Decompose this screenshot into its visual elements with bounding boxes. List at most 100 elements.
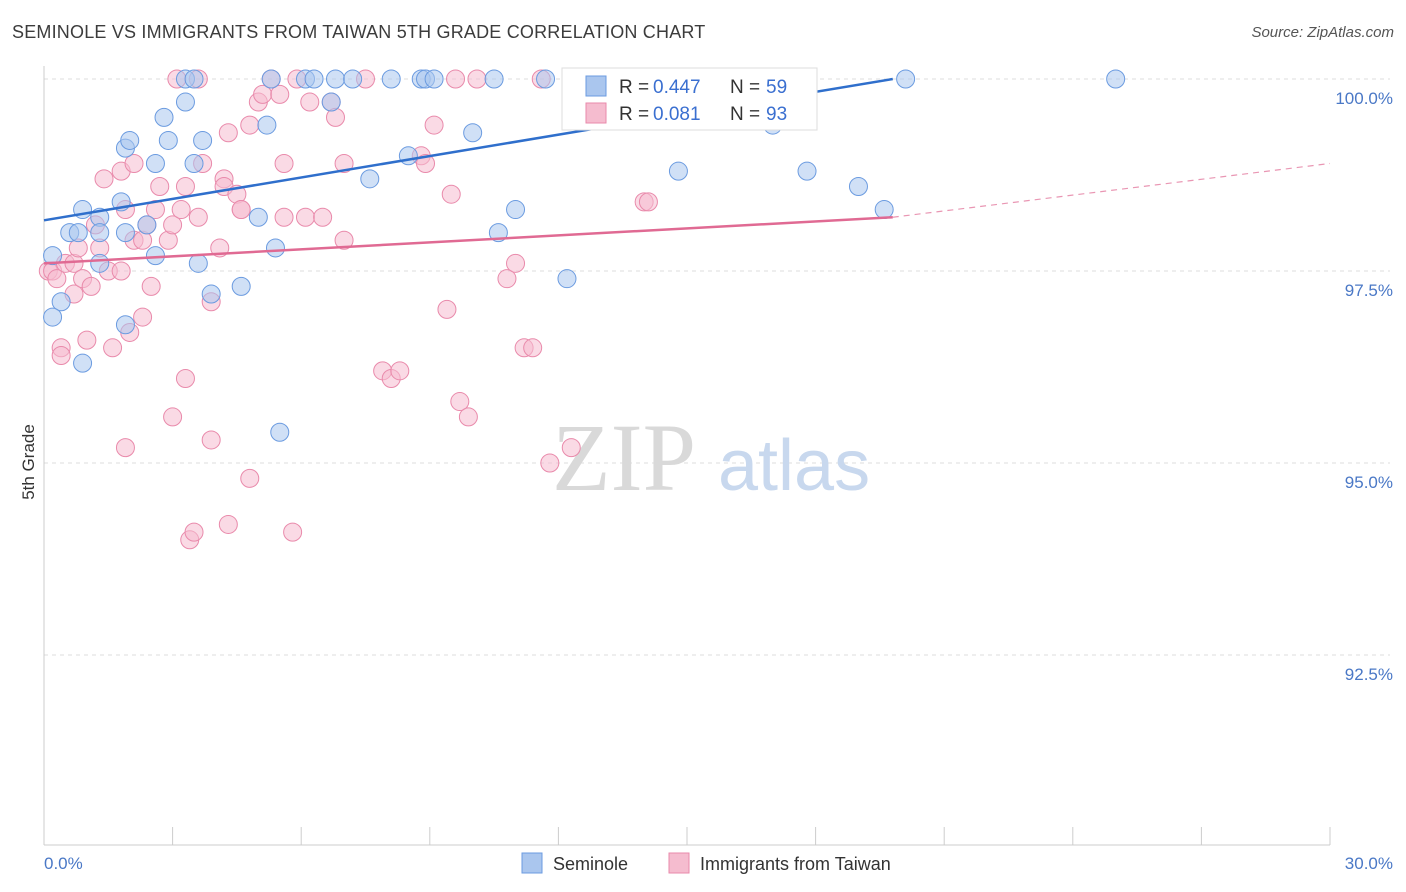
data-point-taiwan xyxy=(81,276,101,296)
y-axis-label: 5th Grade xyxy=(19,424,38,500)
data-point-taiwan xyxy=(218,514,238,534)
bottom-legend-label-seminole: Seminole xyxy=(553,854,628,874)
data-point-taiwan xyxy=(175,369,195,389)
data-point-taiwan xyxy=(141,276,161,296)
data-point-seminole xyxy=(360,169,380,189)
data-point-seminole xyxy=(668,161,688,181)
data-point-taiwan xyxy=(218,123,238,143)
data-point-taiwan xyxy=(163,407,183,427)
data-point-taiwan xyxy=(424,115,444,135)
data-point-seminole xyxy=(137,215,157,235)
data-point-taiwan xyxy=(561,438,581,458)
legend-swatch-seminole xyxy=(585,75,607,97)
y-tick-label: 95.0% xyxy=(1345,473,1393,492)
data-point-taiwan xyxy=(103,338,123,358)
legend-r-value-seminole: 0.447 xyxy=(653,77,701,98)
data-point-taiwan xyxy=(184,522,204,542)
data-point-seminole xyxy=(158,130,178,150)
data-point-seminole xyxy=(398,146,418,166)
data-point-seminole xyxy=(120,130,140,150)
data-point-seminole xyxy=(68,223,88,243)
data-point-taiwan xyxy=(283,522,303,542)
data-point-seminole xyxy=(463,123,483,143)
data-point-seminole xyxy=(325,69,345,89)
data-point-seminole xyxy=(90,223,110,243)
y-tick-label: 100.0% xyxy=(1335,89,1393,108)
data-point-taiwan xyxy=(638,192,658,212)
data-point-seminole xyxy=(261,69,281,89)
data-point-taiwan xyxy=(437,299,457,319)
data-point-taiwan xyxy=(450,392,470,412)
data-point-taiwan xyxy=(163,215,183,235)
data-point-seminole xyxy=(874,200,894,220)
data-point-seminole xyxy=(896,69,916,89)
legend-n-label-seminole: N = xyxy=(730,77,760,98)
y-tick-labels: 100.0% 97.5% 95.0% 92.5% xyxy=(1335,89,1393,684)
data-point-seminole xyxy=(43,246,63,266)
data-point-seminole xyxy=(381,69,401,89)
data-point-taiwan xyxy=(175,177,195,197)
data-point-taiwan xyxy=(441,184,461,204)
legend-r-value-taiwan: 0.081 xyxy=(653,104,701,125)
trend-line-taiwan xyxy=(43,215,893,265)
data-point-seminole xyxy=(557,269,577,289)
legend-n-value-taiwan: 93 xyxy=(766,104,787,125)
data-point-taiwan xyxy=(334,230,354,250)
bottom-legend-label-taiwan: Immigrants from Taiwan xyxy=(700,854,891,874)
data-point-taiwan xyxy=(390,361,410,381)
data-point-seminole xyxy=(257,115,277,135)
data-point-taiwan xyxy=(111,261,131,281)
data-point-seminole xyxy=(115,223,135,243)
data-point-seminole xyxy=(270,422,290,442)
data-point-seminole xyxy=(488,223,508,243)
data-point-seminole xyxy=(321,92,341,112)
x-tick-label-min: 0.0% xyxy=(44,854,83,873)
data-point-seminole xyxy=(51,292,71,312)
data-point-seminole xyxy=(304,69,324,89)
data-point-taiwan xyxy=(506,253,526,273)
watermark-atlas: atlas xyxy=(718,426,870,506)
data-point-taiwan xyxy=(270,84,290,104)
data-point-taiwan xyxy=(77,330,97,350)
data-point-taiwan xyxy=(446,69,466,89)
data-point-seminole xyxy=(73,353,93,373)
x-tick-label-max: 30.0% xyxy=(1345,854,1393,873)
data-point-seminole xyxy=(1106,69,1126,89)
y-tick-label: 97.5% xyxy=(1345,281,1393,300)
data-point-taiwan xyxy=(240,115,260,135)
data-point-taiwan xyxy=(51,345,71,365)
legend-swatch-taiwan xyxy=(585,102,607,124)
legend-box: R = 0.447 N = 59 R = 0.081 N = 93 xyxy=(561,67,818,131)
data-point-taiwan xyxy=(458,407,478,427)
series-seminole xyxy=(43,69,1126,442)
data-point-seminole xyxy=(43,307,63,327)
data-point-taiwan xyxy=(240,468,260,488)
data-point-seminole xyxy=(343,69,363,89)
data-point-taiwan xyxy=(540,453,560,473)
legend-n-value-seminole: 59 xyxy=(766,77,787,98)
data-point-taiwan xyxy=(467,69,487,89)
data-point-taiwan xyxy=(115,438,135,458)
data-point-taiwan xyxy=(94,169,114,189)
data-point-taiwan xyxy=(231,200,251,220)
data-point-taiwan xyxy=(295,207,315,227)
x-tick-labels: 0.0% 30.0% xyxy=(44,854,1393,873)
data-point-seminole xyxy=(231,276,251,296)
legend-r-label-seminole: R = xyxy=(619,77,649,98)
data-point-seminole xyxy=(265,238,285,258)
trend-line-taiwan-extension xyxy=(892,162,1331,218)
data-point-taiwan xyxy=(274,207,294,227)
data-point-seminole xyxy=(90,253,110,273)
data-point-taiwan xyxy=(124,153,144,173)
bottom-legend-swatch-seminole xyxy=(521,852,543,874)
data-point-seminole xyxy=(506,200,526,220)
y-tick-label: 92.5% xyxy=(1345,665,1393,684)
axes xyxy=(43,66,1331,846)
data-point-taiwan xyxy=(274,153,294,173)
watermark-zip: ZIP xyxy=(552,404,696,511)
data-point-taiwan xyxy=(416,153,436,173)
bottom-legend: Seminole Immigrants from Taiwan xyxy=(521,852,891,874)
data-point-seminole xyxy=(188,253,208,273)
legend-n-label-taiwan: N = xyxy=(730,104,760,125)
data-point-taiwan xyxy=(313,207,333,227)
